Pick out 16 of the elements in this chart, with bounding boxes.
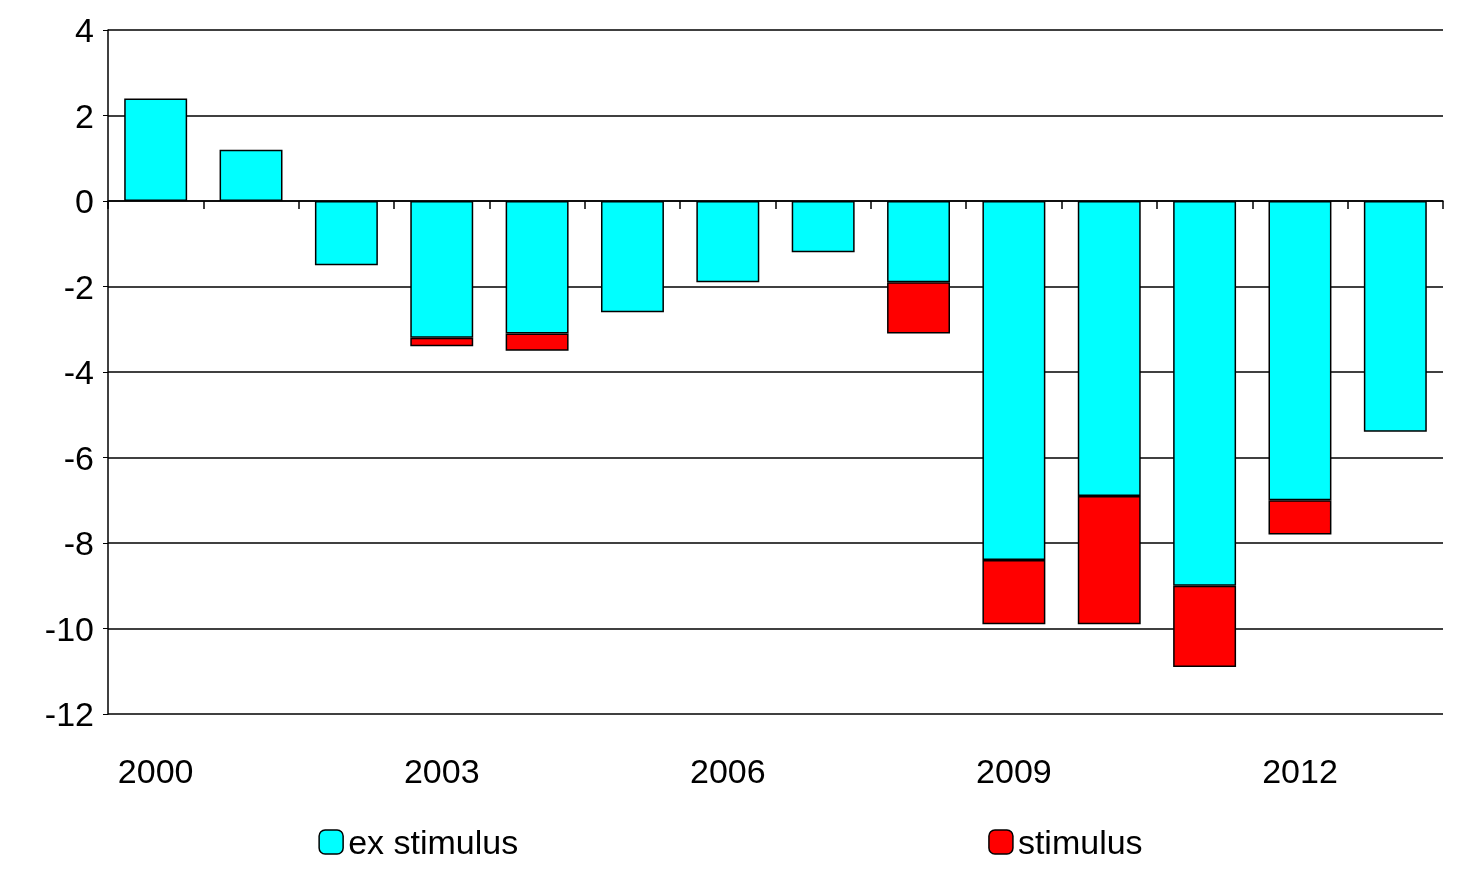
- y-tick-label: 2: [75, 96, 94, 135]
- x-tick-label: 2009: [976, 752, 1052, 790]
- y-tick-label: -12: [44, 695, 94, 733]
- y-tick-label: -2: [63, 267, 94, 306]
- y-tick-label: -8: [63, 524, 94, 562]
- y-tick-label: -4: [63, 353, 94, 391]
- y-tick-label: -6: [63, 438, 94, 477]
- y-tick-label: 4: [75, 11, 94, 49]
- legend-label: stimulus: [1017, 823, 1143, 861]
- y-tick-label: -10: [44, 609, 94, 648]
- x-tick-label: 2012: [1262, 752, 1338, 790]
- y-tick-label: 0: [75, 182, 94, 220]
- legend-label: ex stimulus: [348, 823, 519, 861]
- x-tick-label: 2006: [690, 752, 766, 790]
- x-tick-label: 2003: [403, 752, 480, 790]
- x-tick-label: 2000: [117, 752, 194, 790]
